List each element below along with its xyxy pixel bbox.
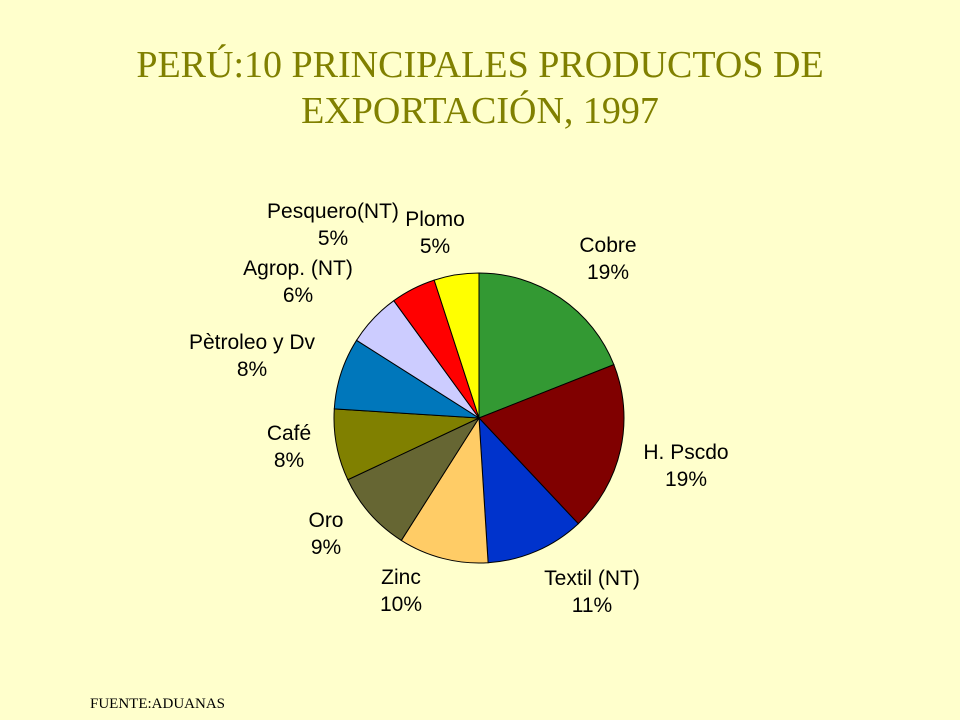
chart-title: PERÚ:10 PRINCIPALES PRODUCTOS DE EXPORTA… — [0, 42, 960, 134]
pie-slice-h-pscdo — [478, 363, 625, 525]
pie-slice-textil-nt — [478, 416, 579, 564]
pie-label-percent: 9% — [311, 536, 341, 559]
pie-label-percent: 6% — [283, 284, 313, 307]
pie-slice-plomo — [433, 272, 480, 419]
pie-label-cobre: Cobre 19% — [579, 234, 636, 284]
pie-label-agrop-nt: Agrop. (NT) 6% — [243, 257, 353, 307]
chart-title-line-2: EXPORTACIÓN, 1997 — [301, 90, 659, 132]
pie-label-percent: 11% — [572, 594, 612, 617]
pie-label-pesquero-nt: Pesquero(NT) 5% — [267, 200, 399, 250]
pie-label-percent: 8% — [237, 358, 267, 381]
pie-label-percent: 5% — [420, 235, 450, 258]
pie-label-cafe: Café 8% — [267, 422, 311, 472]
pie-label-oro: Oro 9% — [308, 509, 343, 559]
pie-label-name: Plomo — [405, 208, 465, 231]
pie-label-petroleo-y-dv: Pètroleo y Dv 8% — [189, 331, 316, 381]
pie-label-textil-nt: Textil (NT) 11% — [544, 567, 640, 617]
pie-label-name: H. Pscdo — [643, 441, 728, 464]
pie-label-name: Zinc — [381, 566, 421, 589]
pie-slice-oro — [347, 416, 481, 542]
source-note: FUENTE:ADUANAS — [90, 696, 225, 712]
pie-label-name: Cobre — [579, 234, 636, 257]
pie-slice-zinc — [400, 416, 489, 564]
pie-slice-cobre — [478, 272, 615, 419]
pie-labels: Cobre 19% H. Pscdo 19% Textil (NT) 11% Zinc 10%… — [189, 200, 729, 617]
pie-label-percent: 8% — [274, 449, 304, 472]
pie-label-plomo: Plomo 5% — [405, 208, 465, 258]
pie-label-name: Agrop. (NT) — [243, 257, 353, 280]
pie-label-percent: 19% — [587, 261, 629, 284]
pie-label-name: Oro — [308, 509, 343, 532]
chart-title-line-1: PERÚ:10 PRINCIPALES PRODUCTOS DE — [136, 44, 824, 86]
pie-label-name: Textil (NT) — [544, 567, 640, 590]
pie-label-zinc: Zinc 10% — [380, 566, 422, 616]
pie-label-name: Pètroleo y Dv — [189, 331, 316, 354]
pie-slices — [333, 272, 625, 564]
pie-label-percent: 5% — [318, 227, 348, 250]
pie-label-percent: 10% — [380, 593, 422, 616]
pie-label-h-pscdo: H. Pscdo 19% — [643, 441, 728, 491]
pie-label-percent: 19% — [665, 468, 707, 491]
pie-label-name: Pesquero(NT) — [267, 200, 399, 223]
pie-label-name: Café — [267, 422, 311, 445]
